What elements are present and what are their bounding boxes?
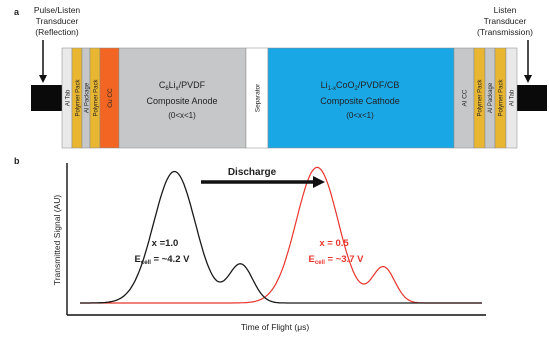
left-transducer-label-2: Transducer xyxy=(36,16,79,26)
x-axis-label: Time of Flight (μs) xyxy=(241,322,310,332)
panel-b-label: b xyxy=(14,156,20,166)
left-transducer-label-3: (Reflection) xyxy=(35,27,79,37)
left-transducer-label-1: Pulse/Listen xyxy=(34,5,81,15)
anode-block xyxy=(118,47,247,149)
left-transducer-arrowhead xyxy=(39,75,47,83)
y-axis-label: Transmitted Signal (AU) xyxy=(52,195,62,286)
red-series-x-label: x = 0.5 xyxy=(319,238,349,249)
strip-label-al-package-left: Al Package xyxy=(85,82,91,113)
strip-label-cu-cc: Cu CC xyxy=(107,88,114,108)
cathode-range: (0<x<1) xyxy=(346,111,374,120)
black-series-voltage-label: Ecell = ~4.2 V xyxy=(135,254,191,266)
strip-label-polymer-pack-left-1: Polymer Pack xyxy=(76,78,82,116)
series-line-x-1-0 xyxy=(80,170,482,304)
strip-label-polymer-pack-left-2: Polymer Pack xyxy=(94,78,100,116)
right-transducer-block xyxy=(517,85,547,111)
red-series-voltage-label: Ecell = ~3.7 V xyxy=(309,254,365,266)
discharge-label: Discharge xyxy=(228,167,277,178)
panel-a-label: a xyxy=(14,7,20,17)
anode-title: Composite Anode xyxy=(146,96,217,106)
strip-label-al-tab-right: Al Tab xyxy=(510,89,516,106)
cathode-block xyxy=(267,47,455,149)
cathode-title: Composite Cathode xyxy=(320,96,400,106)
left-transducer-block xyxy=(31,85,62,111)
anode-range: (0<x<1) xyxy=(168,111,196,120)
separator-label: Separator xyxy=(255,83,262,112)
left-strips xyxy=(61,47,120,149)
cathode-formula: Li1-xCoO2/PVDF/CB xyxy=(321,80,400,92)
strip-label-al-tab-left: Al Tab xyxy=(66,89,72,106)
right-transducer-arrowhead xyxy=(524,75,532,83)
strip-label-polymer-pack-right-1: Polymer Pack xyxy=(478,78,484,116)
series-line-x-0-5 xyxy=(80,166,482,304)
strip-label-al-cc: Al CC xyxy=(462,89,469,106)
right-transducer-label-3: (Transmission) xyxy=(477,27,533,37)
discharge-arrowhead xyxy=(313,176,325,188)
black-series-x-label: x =1.0 xyxy=(152,238,179,249)
right-transducer-label-2: Transducer xyxy=(484,16,527,26)
strip-label-al-package-right: Al Package xyxy=(488,82,494,113)
strip-label-polymer-pack-right-2: Polymer Pack xyxy=(499,78,505,116)
right-transducer-label-1: Listen xyxy=(494,5,517,15)
right-strips xyxy=(453,47,518,149)
anode-formula: C6Lix/PVDF xyxy=(159,80,206,92)
